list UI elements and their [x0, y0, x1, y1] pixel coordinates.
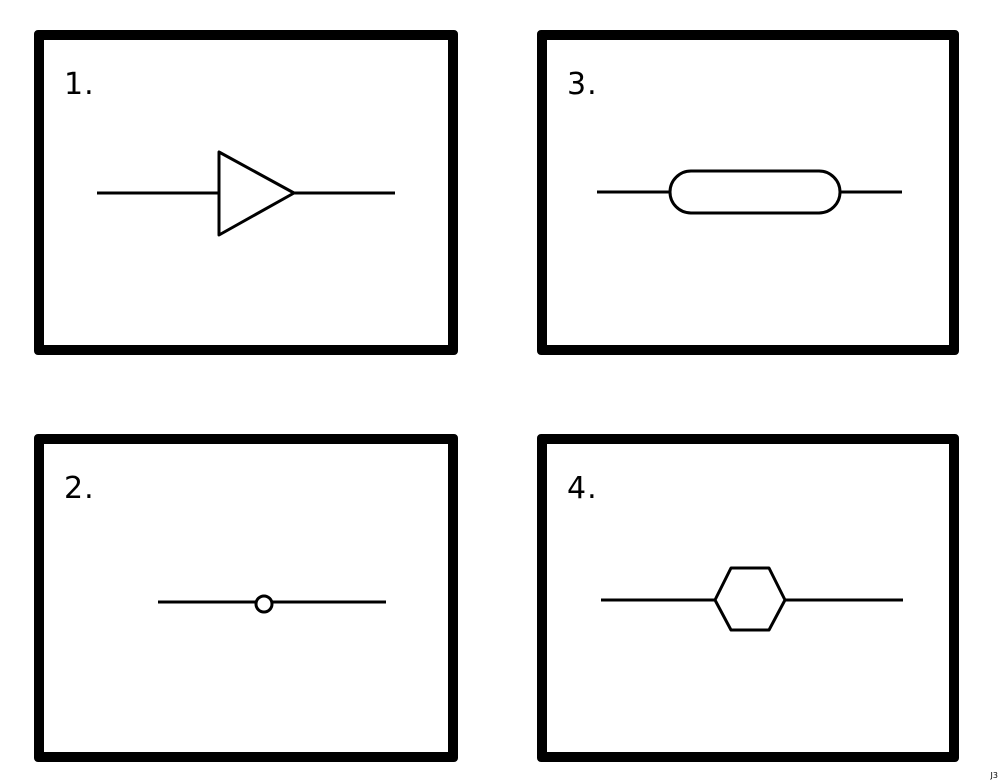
panel-2: 2.: [34, 434, 458, 762]
panel-4: 4.: [537, 434, 959, 762]
hexagon-symbol: [601, 566, 903, 632]
rounded-rectangle-shape: [668, 169, 842, 215]
panel-label-4: 4.: [567, 471, 598, 506]
circle-shape: [254, 594, 274, 614]
rounded-rectangle-symbol: [597, 169, 902, 215]
triangle-shape: [217, 150, 296, 237]
hexagon-shape: [713, 566, 787, 632]
panel-label-3: 3.: [567, 67, 598, 102]
panel-3: 3.: [537, 30, 959, 355]
circle-symbol: [158, 594, 386, 614]
panel-label-1: 1.: [64, 67, 95, 102]
corner-mark: J3: [990, 771, 998, 780]
panel-1: 1.: [34, 30, 458, 355]
triangle-symbol: [97, 150, 395, 237]
panel-label-2: 2.: [64, 471, 95, 506]
